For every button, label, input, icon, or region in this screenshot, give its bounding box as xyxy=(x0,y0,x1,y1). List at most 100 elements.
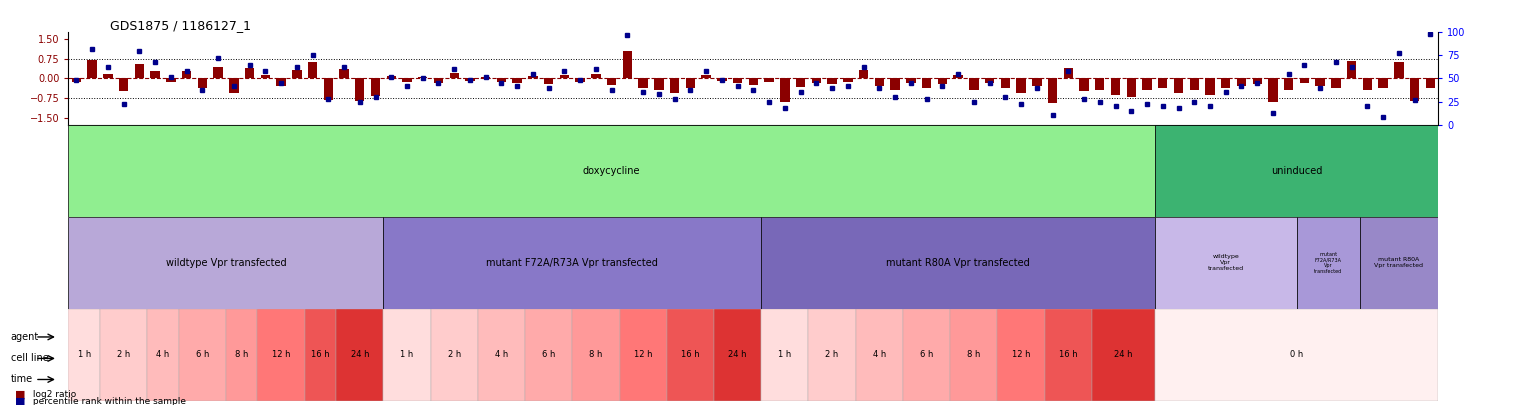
Bar xyxy=(1158,79,1167,88)
Bar xyxy=(1297,217,1359,309)
Text: wildtype Vpr transfected: wildtype Vpr transfected xyxy=(166,258,286,268)
Bar xyxy=(828,79,837,84)
Bar xyxy=(431,309,478,401)
Bar xyxy=(103,74,113,79)
Text: ■: ■ xyxy=(15,390,26,400)
Bar xyxy=(734,79,743,83)
Bar xyxy=(336,309,384,401)
Bar xyxy=(528,77,537,79)
Bar xyxy=(749,79,758,85)
Bar xyxy=(622,51,632,79)
Bar xyxy=(1017,79,1026,93)
Bar xyxy=(1094,79,1105,90)
Bar xyxy=(478,309,525,401)
Bar xyxy=(1347,62,1356,79)
Bar xyxy=(225,309,257,401)
Bar xyxy=(1221,79,1230,88)
Text: uninduced: uninduced xyxy=(1271,166,1323,176)
Bar xyxy=(148,309,178,401)
Bar xyxy=(1044,309,1091,401)
Bar xyxy=(72,79,81,83)
Text: 12 h: 12 h xyxy=(272,350,291,359)
Text: 2 h: 2 h xyxy=(825,350,839,359)
Bar xyxy=(339,69,349,79)
Bar xyxy=(1205,79,1215,95)
Bar xyxy=(496,79,507,82)
Text: 4 h: 4 h xyxy=(157,350,169,359)
Bar xyxy=(1315,79,1326,86)
Bar xyxy=(1190,79,1199,90)
Text: 6 h: 6 h xyxy=(542,350,556,359)
Bar xyxy=(811,79,820,83)
Text: 6 h: 6 h xyxy=(196,350,209,359)
Bar xyxy=(560,75,569,79)
Text: 6 h: 6 h xyxy=(919,350,933,359)
Bar xyxy=(1155,309,1438,401)
Bar xyxy=(419,77,428,79)
Text: mutant
F72A/R73A
Vpr
transfected: mutant F72A/R73A Vpr transfected xyxy=(1313,252,1342,274)
Bar xyxy=(1409,79,1420,101)
Text: 0 h: 0 h xyxy=(1291,350,1303,359)
Bar xyxy=(87,60,97,79)
Text: agent: agent xyxy=(11,332,40,342)
Bar xyxy=(855,309,903,401)
Bar xyxy=(68,309,100,401)
Bar xyxy=(1379,79,1388,88)
Bar xyxy=(355,79,364,101)
Bar xyxy=(1032,79,1041,86)
Bar xyxy=(1268,79,1277,102)
Bar xyxy=(1362,79,1373,90)
Bar xyxy=(119,79,128,91)
Bar xyxy=(1000,79,1011,88)
Bar xyxy=(667,309,714,401)
Bar xyxy=(575,79,584,83)
Text: 24 h: 24 h xyxy=(1114,350,1132,359)
Bar xyxy=(384,309,431,401)
Bar xyxy=(702,75,711,79)
Bar xyxy=(525,309,572,401)
Bar xyxy=(922,79,931,88)
Bar xyxy=(230,79,239,93)
Bar xyxy=(1173,79,1183,93)
Text: percentile rank within the sample: percentile rank within the sample xyxy=(30,397,186,405)
Bar xyxy=(808,309,855,401)
Bar xyxy=(292,70,301,79)
Bar xyxy=(1155,217,1297,309)
Bar xyxy=(277,79,286,86)
Text: 24 h: 24 h xyxy=(729,350,747,359)
Bar xyxy=(843,79,852,82)
Text: 2 h: 2 h xyxy=(117,350,131,359)
Text: 4 h: 4 h xyxy=(872,350,886,359)
Text: 2 h: 2 h xyxy=(447,350,461,359)
Bar xyxy=(1111,79,1120,95)
Bar xyxy=(875,79,884,86)
Bar xyxy=(906,79,916,83)
Bar xyxy=(257,309,304,401)
Bar xyxy=(1091,309,1155,401)
Bar xyxy=(714,309,761,401)
Bar xyxy=(1079,79,1088,91)
Bar xyxy=(324,79,333,100)
Bar xyxy=(591,74,601,79)
Bar xyxy=(1285,79,1294,90)
Bar xyxy=(307,62,317,79)
Text: 12 h: 12 h xyxy=(1012,350,1030,359)
Bar xyxy=(761,309,808,401)
Bar xyxy=(1253,79,1262,84)
Bar xyxy=(100,309,148,401)
Bar xyxy=(950,309,997,401)
Bar xyxy=(607,79,616,85)
Text: 1 h: 1 h xyxy=(400,350,414,359)
Bar xyxy=(181,71,192,79)
Bar xyxy=(985,79,994,83)
Bar xyxy=(371,79,380,96)
Bar xyxy=(1426,79,1435,88)
Bar xyxy=(619,309,667,401)
Bar xyxy=(166,79,175,82)
Text: 16 h: 16 h xyxy=(1059,350,1078,359)
Bar xyxy=(1143,79,1152,90)
Bar xyxy=(686,79,696,88)
Bar xyxy=(764,79,773,83)
Bar xyxy=(543,79,554,84)
Bar xyxy=(572,309,619,401)
